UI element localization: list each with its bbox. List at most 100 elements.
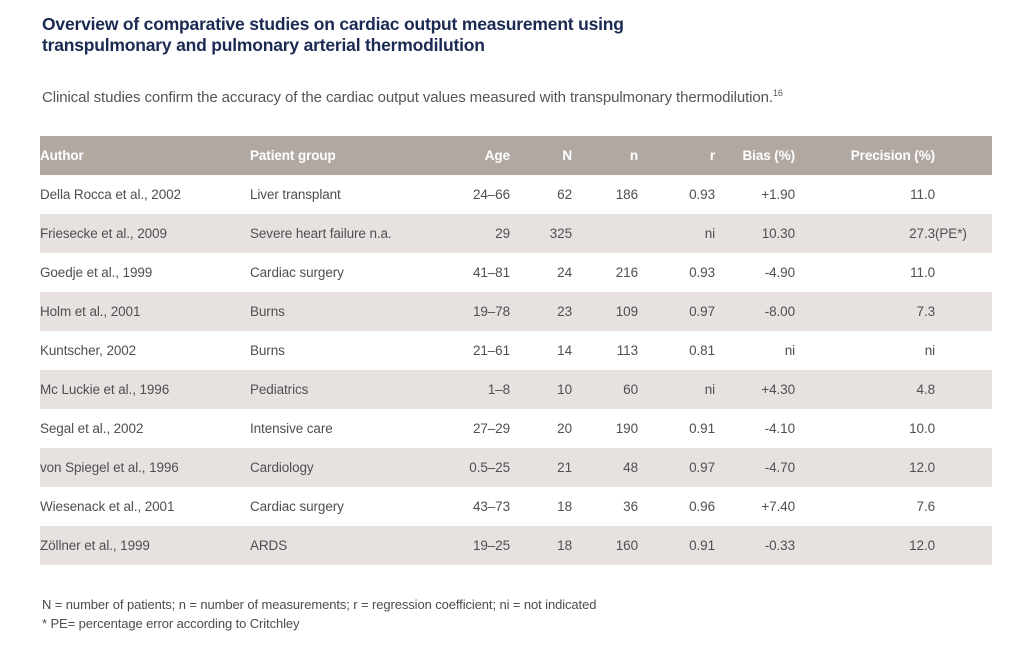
cell-note [935,448,992,487]
cell-age: 24–66 [472,187,510,202]
column-header-r: r [709,148,715,163]
cell-bias: -0.33 [764,538,795,553]
cell-r: ni [704,226,715,241]
table-row: von Spiegel et al., 1996 Cardiology 0.5–… [40,448,992,487]
cell-age: 27–29 [472,421,510,436]
cell-N: 325 [549,226,572,241]
cell-precision: 12.0 [909,460,935,475]
cell-n: 113 [616,343,638,358]
cell-age: 21–61 [472,343,510,358]
cell-bias: -8.00 [764,304,795,319]
column-header-age: Age [484,148,510,163]
cell-author: Kuntscher, 2002 [40,343,137,358]
footnote-pe-definition: * PE= percentage error according to Crit… [42,616,300,631]
studies-table: Author Patient group Age N n r Bias (%) … [40,136,992,565]
cell-author: Zöllner et al., 1999 [40,538,150,553]
intro-text: Clinical studies confirm the accuracy of… [42,89,773,106]
table-body: Della Rocca et al., 2002 Liver transplan… [40,175,992,565]
cell-bias: ni [784,343,795,358]
table-row: Wiesenack et al., 2001 Cardiac surgery 4… [40,487,992,526]
cell-precision: 7.6 [916,499,935,514]
cell-n: 160 [615,538,638,553]
column-header-bias: Bias (%) [742,148,795,163]
column-header-patient-group: Patient group [250,148,336,163]
cell-author: Holm et al., 2001 [40,304,141,319]
cell-patient-group: Cardiac surgery [250,499,344,514]
intro-paragraph: Clinical studies confirm the accuracy of… [42,88,1024,107]
cell-author: von Spiegel et al., 1996 [40,460,179,475]
cell-r: 0.91 [689,421,715,436]
cell-note [935,409,992,448]
cell-age: 1–8 [487,382,510,397]
table-footnotes: N = number of patients; n = number of me… [42,595,1024,633]
cell-bias: +1.90 [761,187,795,202]
cell-patient-group: Cardiology [250,460,314,475]
column-header-N: N [562,148,572,163]
cell-note [935,175,992,214]
cell-bias: 10.30 [761,226,795,241]
cell-precision: 27.3 [909,226,935,241]
cell-note [935,370,992,409]
document-page: Overview of comparative studies on cardi… [40,14,1024,633]
cell-author: Della Rocca et al., 2002 [40,187,181,202]
table-row: Della Rocca et al., 2002 Liver transplan… [40,175,992,214]
cell-r: 0.93 [689,265,715,280]
cell-patient-group: Pediatrics [250,382,309,397]
page-title-line1: Overview of comparative studies on cardi… [42,14,624,34]
table-row: Segal et al., 2002 Intensive care 27–29 … [40,409,992,448]
cell-author: Segal et al., 2002 [40,421,144,436]
cell-n [572,214,638,253]
cell-precision: 10.0 [909,421,935,436]
column-header-precision: Precision (%) [850,148,935,163]
cell-bias: +4.30 [761,382,795,397]
cell-N: 14 [557,343,572,358]
page-title: Overview of comparative studies on cardi… [42,14,802,56]
cell-N: 20 [557,421,572,436]
cell-patient-group: Burns [250,304,285,319]
cell-age: 19–78 [472,304,510,319]
footnote-abbreviations: N = number of patients; n = number of me… [42,597,597,612]
page-title-line2: transpulmonary and pulmonary arterial th… [42,35,485,55]
cell-author: Friesecke et al., 2009 [40,226,167,241]
cell-precision: 11.0 [910,187,935,202]
cell-r: 0.81 [689,343,715,358]
cell-age: 29 [495,226,510,241]
cell-precision: 4.8 [916,382,935,397]
cell-r: 0.91 [689,538,715,553]
cell-n: 48 [623,460,638,475]
cell-precision: ni [924,343,935,358]
table-row: Kuntscher, 2002 Burns 21–61 14 113 0.81 … [40,331,992,370]
cell-bias: -4.90 [764,265,795,280]
cell-n: 60 [623,382,638,397]
cell-patient-group: Liver transplant [250,187,341,202]
cell-n: 36 [623,499,638,514]
cell-patient-group: Severe heart failure n.a. [250,226,392,241]
cell-author: Wiesenack et al., 2001 [40,499,175,514]
cell-bias: -4.70 [764,460,795,475]
cell-N: 18 [557,538,572,553]
table-header-row: Author Patient group Age N n r Bias (%) … [40,136,992,175]
cell-patient-group: Cardiac surgery [250,265,344,280]
cell-age: 43–73 [472,499,510,514]
table-row: Goedje et al., 1999 Cardiac surgery 41–8… [40,253,992,292]
cell-patient-group: Burns [250,343,285,358]
cell-age: 0.5–25 [469,460,510,475]
column-header-n: n [629,148,638,163]
cell-note [935,253,992,292]
table-row: Zöllner et al., 1999 ARDS 19–25 18 160 0… [40,526,992,565]
cell-N: 23 [557,304,572,319]
cell-bias: +7.40 [761,499,795,514]
footnote-reference: 16 [772,88,783,98]
table-row: Holm et al., 2001 Burns 19–78 23 109 0.9… [40,292,992,331]
cell-N: 21 [557,460,572,475]
table-row: Friesecke et al., 2009 Severe heart fail… [40,214,992,253]
cell-author: Goedje et al., 1999 [40,265,153,280]
cell-precision: 7.3 [916,304,935,319]
cell-r: 0.96 [689,499,715,514]
cell-patient-group: ARDS [250,538,288,553]
cell-r: 0.97 [689,460,715,475]
cell-n: 190 [615,421,638,436]
cell-bias: -4.10 [764,421,795,436]
cell-patient-group: Intensive care [250,421,333,436]
cell-precision: 11.0 [910,265,935,280]
